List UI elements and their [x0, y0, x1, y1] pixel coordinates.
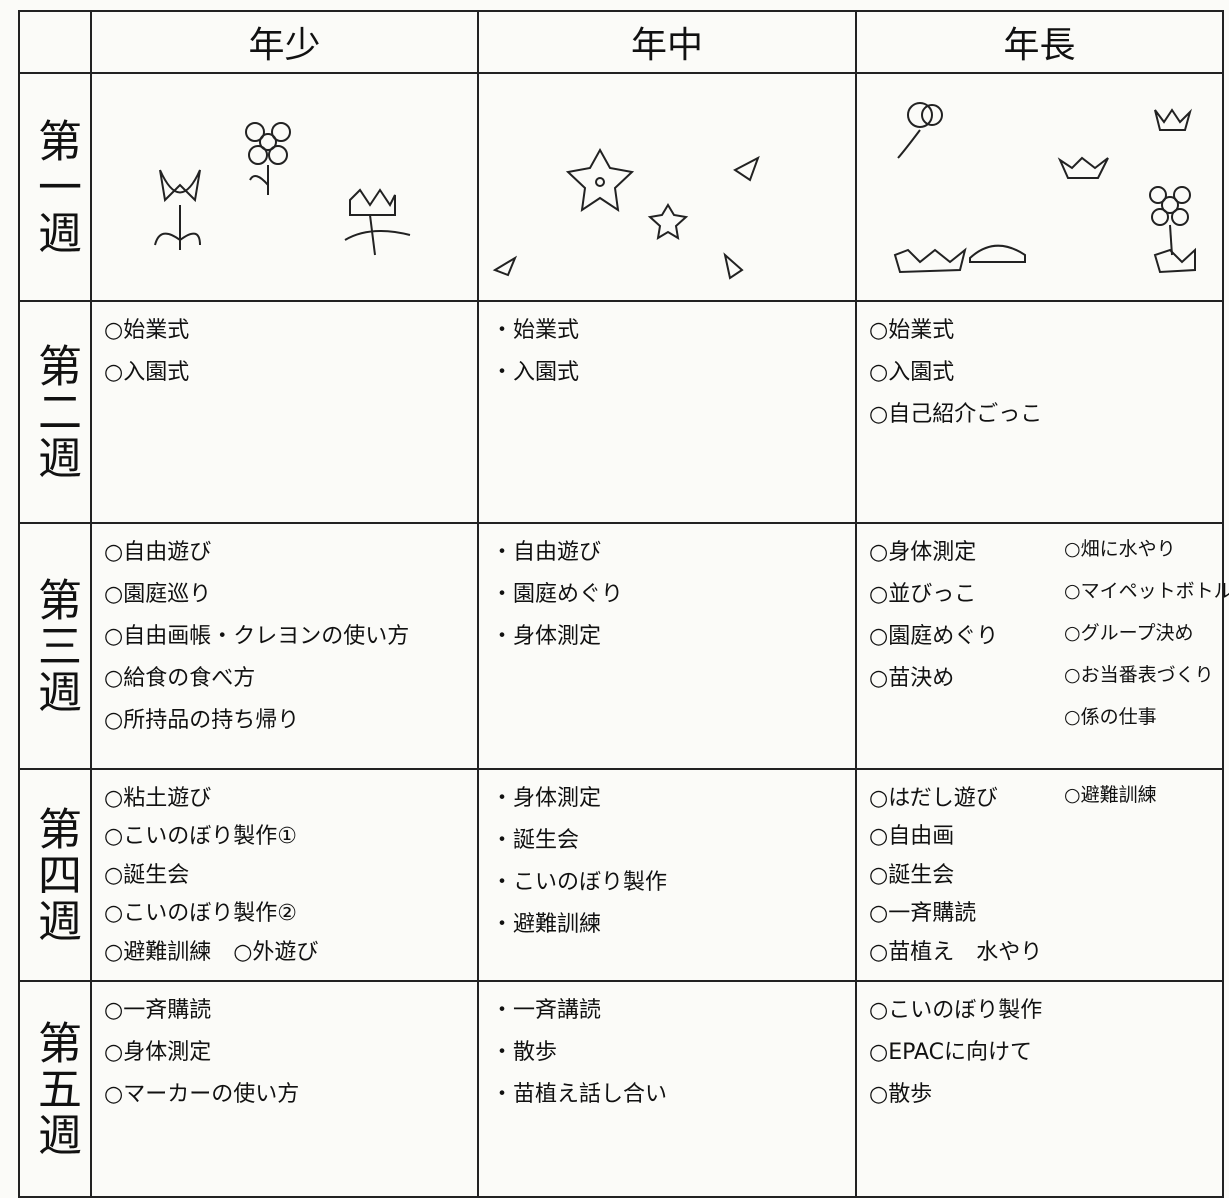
list-item: ○散歩 [869, 1082, 933, 1107]
week-label: 第一週 [18, 72, 92, 302]
list-item: ・自由遊び [491, 540, 602, 565]
grass [893, 108, 1196, 274]
flower [245, 122, 291, 195]
corner-cell [18, 10, 92, 74]
list-item: ○グループ決め [1064, 622, 1194, 644]
flower [344, 188, 411, 256]
list-item: ○所持品の持ち帰り [104, 708, 300, 733]
week-label: 第四週 [18, 768, 92, 982]
list-item: ・身体測定 [491, 786, 602, 811]
list-item: ○お当番表づくり [1064, 664, 1214, 686]
list-item: ○マイペットボトル作り [1064, 580, 1229, 602]
column-header: 年少 [90, 10, 479, 74]
list-item: ・散歩 [491, 1040, 558, 1065]
list-item: ・園庭めぐり [491, 582, 624, 607]
list-item: ・誕生会 [491, 828, 580, 853]
list-item: ○並びっこ [869, 582, 977, 607]
sakura [565, 147, 635, 213]
column-header: 年中 [477, 10, 857, 74]
list-item: ・こいのぼり製作 [491, 870, 668, 895]
list-item: ○はだし遊び [869, 786, 998, 811]
list-item: ○避難訓練 ○外遊び [104, 939, 319, 965]
list-item: ○誕生会 [104, 862, 190, 888]
table-cell [855, 72, 1224, 302]
list-item: ○EPACに向けて [869, 1040, 1032, 1065]
list-item: ・苗植え話し合い [491, 1082, 668, 1107]
list-item: ○身体測定 [869, 540, 977, 565]
table-cell [855, 980, 1224, 1198]
list-item: ○一斉購読 [104, 998, 212, 1023]
week-label: 第五週 [18, 980, 92, 1198]
list-item: ○苗植え 水やり [869, 939, 1043, 965]
week-label: 第三週 [18, 522, 92, 770]
list-item: ○係の仕事 [1064, 706, 1157, 728]
table-cell [90, 72, 479, 302]
table-cell [477, 72, 857, 302]
list-item: ・避難訓練 [491, 912, 602, 937]
list-item: ○こいのぼり製作② [104, 901, 297, 927]
list-item: ・身体測定 [491, 624, 602, 649]
list-item: ○身体測定 [104, 1040, 212, 1065]
list-item: ○こいのぼり製作① [104, 824, 297, 850]
list-item: ○自由画 [869, 824, 955, 850]
list-item: ○給食の食べ方 [104, 666, 256, 691]
list-item: ○避難訓練 [1064, 784, 1157, 806]
list-item: ○粘土遊び [104, 786, 212, 811]
petal [492, 155, 760, 280]
list-item: ・入園式 [491, 360, 580, 385]
list-item: ・始業式 [491, 318, 580, 343]
list-item: ○自由画帳・クレヨンの使い方 [104, 624, 410, 649]
week-label: 第二週 [18, 300, 92, 524]
list-item: ○畑に水やり [1064, 538, 1176, 560]
list-item: ○入園式 [869, 360, 955, 385]
flower [1149, 186, 1191, 256]
column-header: 年長 [855, 10, 1224, 74]
list-item: ○マーカーの使い方 [104, 1082, 300, 1107]
list-item: ○始業式 [869, 318, 955, 343]
list-item: ・一斉講読 [491, 998, 602, 1023]
butterfly [897, 102, 943, 159]
list-item: ○園庭巡り [104, 582, 212, 607]
list-item: ○始業式 [104, 318, 190, 343]
list-item: ○一斉購読 [869, 901, 977, 927]
list-item: ○園庭めぐり [869, 624, 999, 649]
list-item: ○誕生会 [869, 862, 955, 888]
list-item: ○入園式 [104, 360, 190, 385]
list-item: ○こいのぼり製作 [869, 998, 1043, 1023]
caterpillar [969, 244, 1026, 263]
list-item: ○苗決め [869, 666, 955, 691]
list-item: ○自己紹介ごっこ [869, 402, 1043, 427]
sakura [647, 203, 689, 240]
tulip [154, 169, 201, 250]
list-item: ○自由遊び [104, 540, 212, 565]
